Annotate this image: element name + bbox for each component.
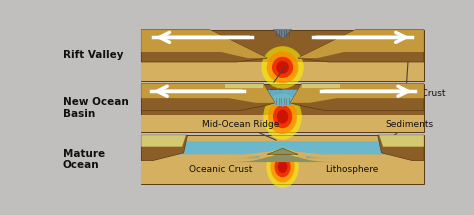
Text: Continental Crust: Continental Crust: [366, 57, 446, 98]
Ellipse shape: [277, 110, 288, 124]
Text: Oceanic Crust: Oceanic Crust: [189, 165, 253, 174]
Text: Lithosphere: Lithosphere: [325, 165, 379, 174]
Polygon shape: [141, 154, 424, 162]
Polygon shape: [225, 84, 264, 88]
Ellipse shape: [274, 156, 291, 177]
Polygon shape: [306, 155, 424, 158]
Text: Rift Valley: Rift Valley: [63, 51, 123, 60]
Polygon shape: [141, 62, 424, 81]
Polygon shape: [273, 30, 292, 39]
Polygon shape: [141, 161, 424, 184]
Polygon shape: [141, 141, 424, 154]
Polygon shape: [145, 90, 420, 107]
Text: Sediments: Sediments: [385, 120, 434, 140]
Polygon shape: [141, 135, 188, 161]
Polygon shape: [141, 30, 267, 58]
Ellipse shape: [272, 57, 293, 78]
Polygon shape: [298, 30, 424, 58]
Polygon shape: [141, 115, 424, 132]
Ellipse shape: [261, 46, 304, 89]
Text: New Ocean
Basin: New Ocean Basin: [63, 97, 128, 119]
Ellipse shape: [278, 160, 287, 173]
Polygon shape: [141, 135, 186, 147]
Polygon shape: [141, 135, 424, 184]
Polygon shape: [378, 135, 424, 161]
Polygon shape: [141, 30, 424, 81]
Polygon shape: [267, 148, 298, 154]
Polygon shape: [141, 84, 275, 103]
Text: Mid-Ocean Ridge: Mid-Ocean Ridge: [201, 120, 279, 140]
Polygon shape: [379, 135, 424, 147]
Ellipse shape: [267, 52, 299, 83]
Ellipse shape: [271, 151, 295, 183]
Polygon shape: [141, 84, 424, 132]
Text: Mature
Ocean: Mature Ocean: [63, 149, 105, 170]
Ellipse shape: [266, 146, 299, 188]
Ellipse shape: [273, 105, 292, 128]
Polygon shape: [141, 30, 267, 62]
Polygon shape: [141, 155, 259, 158]
Polygon shape: [298, 30, 424, 62]
Ellipse shape: [276, 61, 289, 74]
Polygon shape: [290, 84, 424, 111]
Ellipse shape: [268, 99, 297, 134]
Polygon shape: [302, 84, 340, 88]
Polygon shape: [141, 84, 275, 111]
Polygon shape: [290, 84, 424, 103]
Text: Magma: Magma: [251, 67, 285, 96]
Ellipse shape: [264, 94, 302, 140]
